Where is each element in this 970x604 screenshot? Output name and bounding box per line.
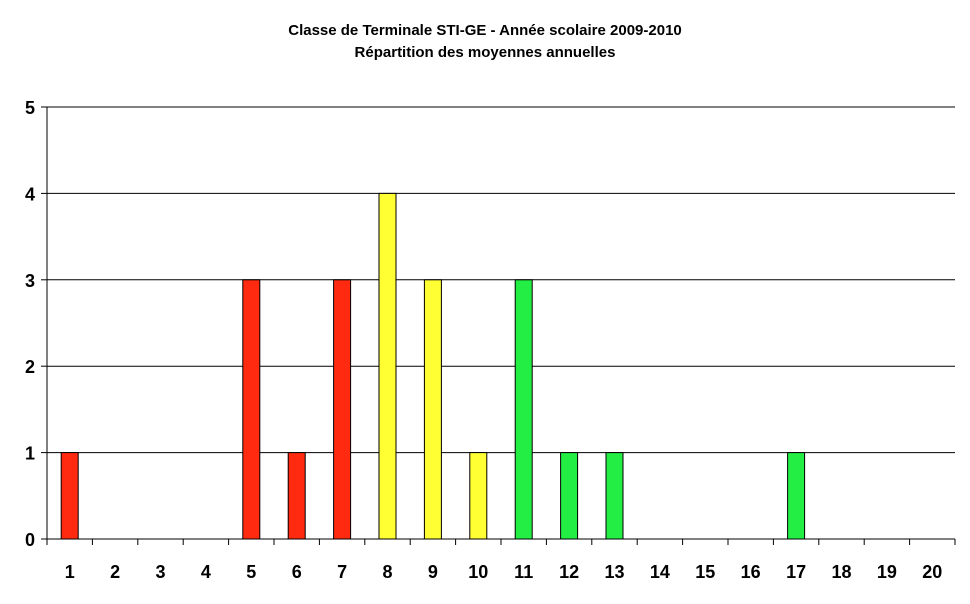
x-tick-label: 18 [831, 562, 851, 582]
x-tick-label: 16 [741, 562, 761, 582]
x-tick-label: 4 [201, 562, 211, 582]
y-tick-label: 4 [25, 184, 35, 204]
x-tick-label: 7 [337, 562, 347, 582]
bar-12 [560, 452, 579, 540]
chart-title-block: Classe de Terminale STI-GE - Année scola… [0, 20, 970, 64]
x-tick-label: 12 [559, 562, 579, 582]
y-tick-label: 0 [25, 530, 35, 550]
chart-subtitle: Répartition des moyennes annuelles [354, 44, 616, 61]
x-tick-label: 17 [786, 562, 806, 582]
x-tick-label: 19 [877, 562, 897, 582]
x-tick-label: 10 [468, 562, 488, 582]
x-tick-label: 20 [922, 562, 942, 582]
chart-title: Classe de Terminale STI-GE - Année scola… [288, 22, 682, 39]
x-tick-label: 14 [650, 562, 670, 582]
x-tick-label: 2 [110, 562, 120, 582]
bar-7 [333, 279, 352, 540]
bar-6 [287, 452, 306, 540]
x-tick-label: 1 [65, 562, 75, 582]
y-tick-label: 5 [25, 98, 35, 118]
y-tick-label: 2 [25, 357, 35, 377]
bar-5 [242, 279, 261, 540]
x-tick-label: 5 [246, 562, 256, 582]
x-tick-label: 6 [292, 562, 302, 582]
y-tick-label: 1 [25, 444, 35, 464]
x-tick-label: 9 [428, 562, 438, 582]
bar-10 [469, 452, 488, 540]
x-tick-label: 15 [695, 562, 715, 582]
y-tick-label: 3 [25, 271, 35, 291]
bar-1 [60, 452, 79, 540]
bar-11 [514, 279, 533, 540]
bar-17 [787, 452, 806, 540]
bar-8 [378, 192, 397, 540]
x-tick-label: 13 [604, 562, 624, 582]
x-tick-label: 3 [155, 562, 165, 582]
bar-13 [605, 452, 624, 540]
x-tick-label: 11 [514, 562, 533, 582]
x-tick-label: 8 [382, 562, 392, 582]
bar-9 [423, 279, 442, 540]
